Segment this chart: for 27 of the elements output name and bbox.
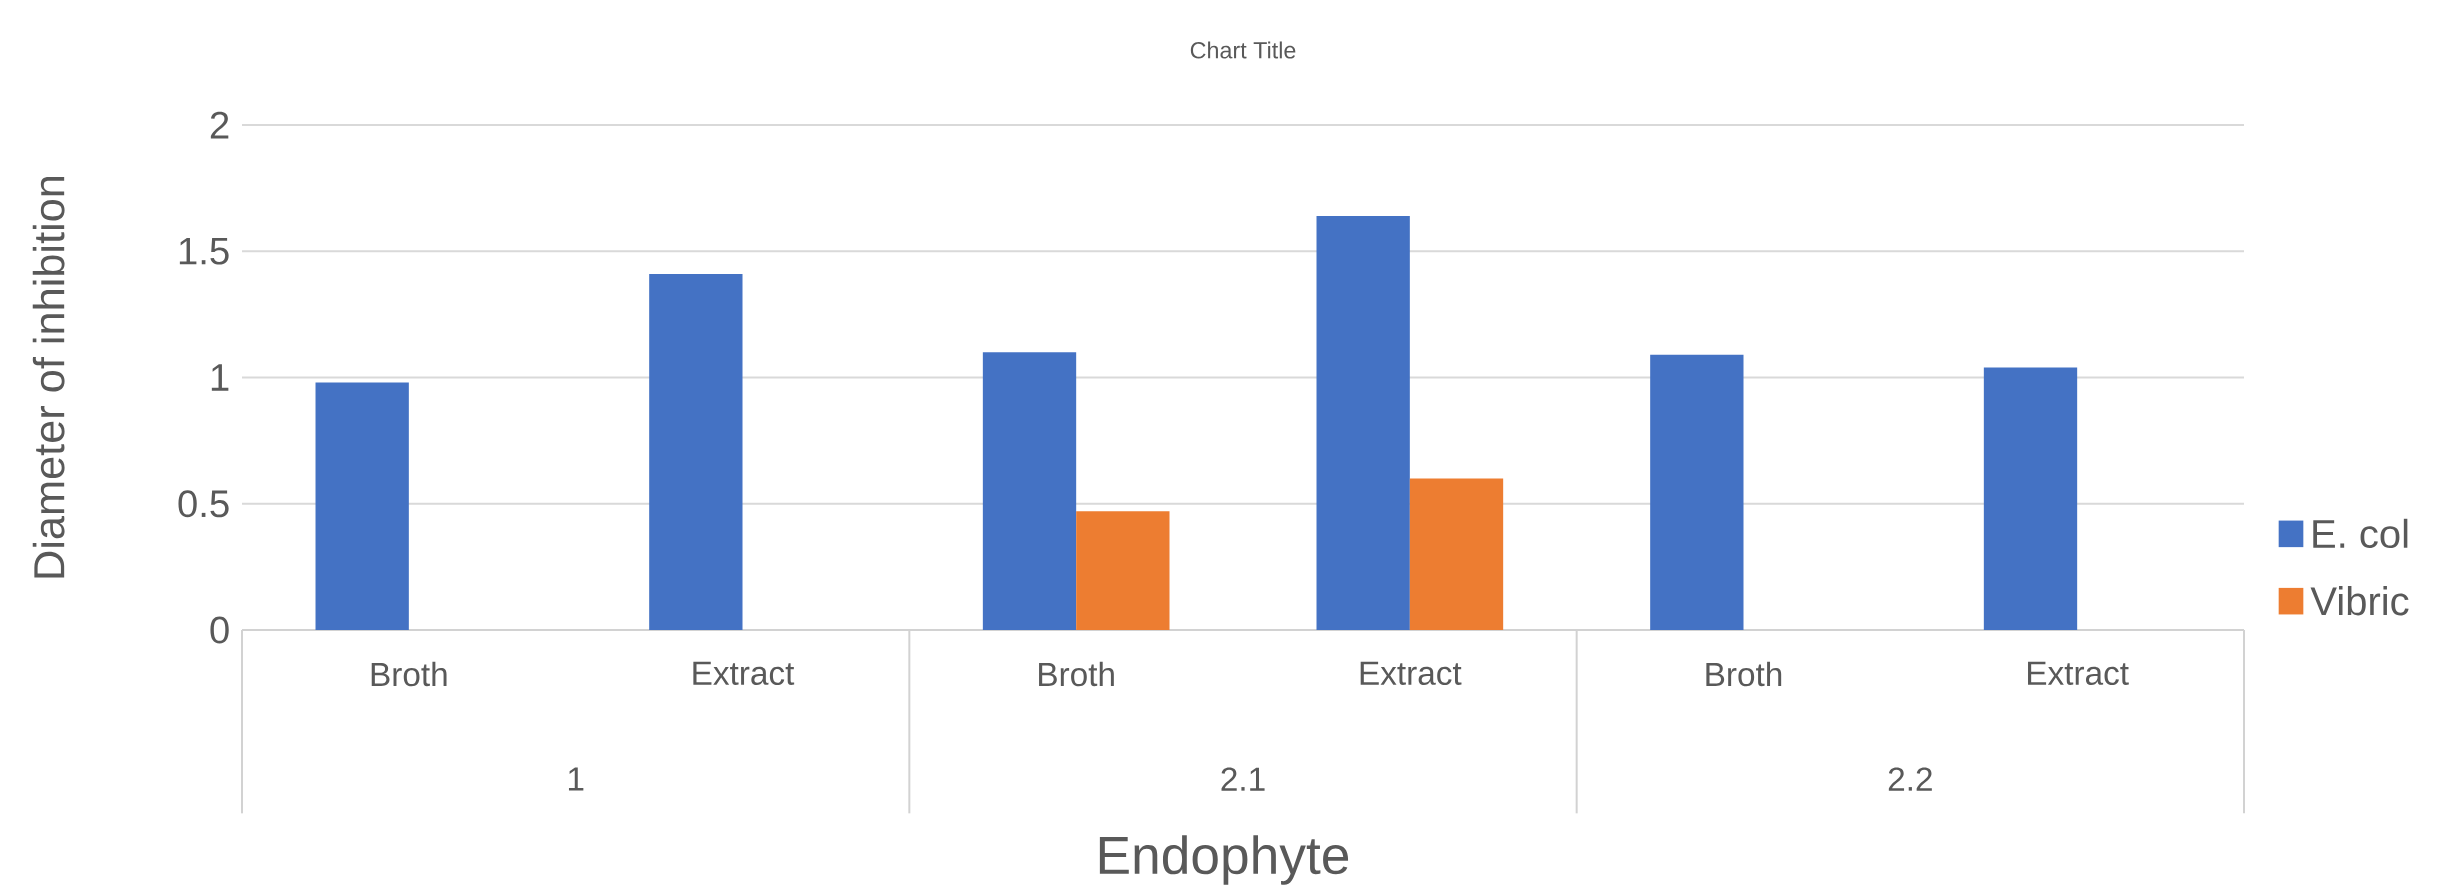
bar	[1650, 354, 1744, 630]
y-tick-label: 1	[211, 364, 229, 391]
legend-label: Vibric	[2310, 586, 2409, 616]
chart-title: Chart Title	[1190, 41, 1296, 59]
bar	[982, 352, 1077, 630]
x-tick-label: Broth	[1039, 661, 1114, 687]
bar	[649, 273, 743, 630]
bar	[315, 382, 409, 630]
y-tick-label: 0	[210, 616, 229, 644]
x-tick-label: Extract	[693, 661, 795, 686]
x-tick-label: Broth	[1706, 661, 1782, 687]
text: 2.2	[1888, 767, 1932, 791]
x-tick-label: Extract	[2028, 661, 2129, 686]
bar	[1409, 478, 1504, 630]
text: 2.1	[1221, 767, 1265, 791]
x-axis-title: Endophyte	[1099, 835, 1349, 885]
legend-label: E. col	[2313, 518, 2408, 549]
bar	[1076, 511, 1170, 630]
bar	[1983, 367, 2078, 630]
y-axis-title: Diameter of inhibition	[32, 176, 65, 578]
x-tick-label: Broth	[371, 661, 447, 687]
text: 1	[568, 767, 584, 791]
y-tick-label: 2	[210, 111, 229, 139]
y-tick-label: 0.5	[178, 490, 229, 518]
bar	[1316, 215, 1410, 630]
x-tick-label: Extract	[1360, 661, 1462, 686]
y-tick-label: 1.5	[179, 237, 229, 265]
